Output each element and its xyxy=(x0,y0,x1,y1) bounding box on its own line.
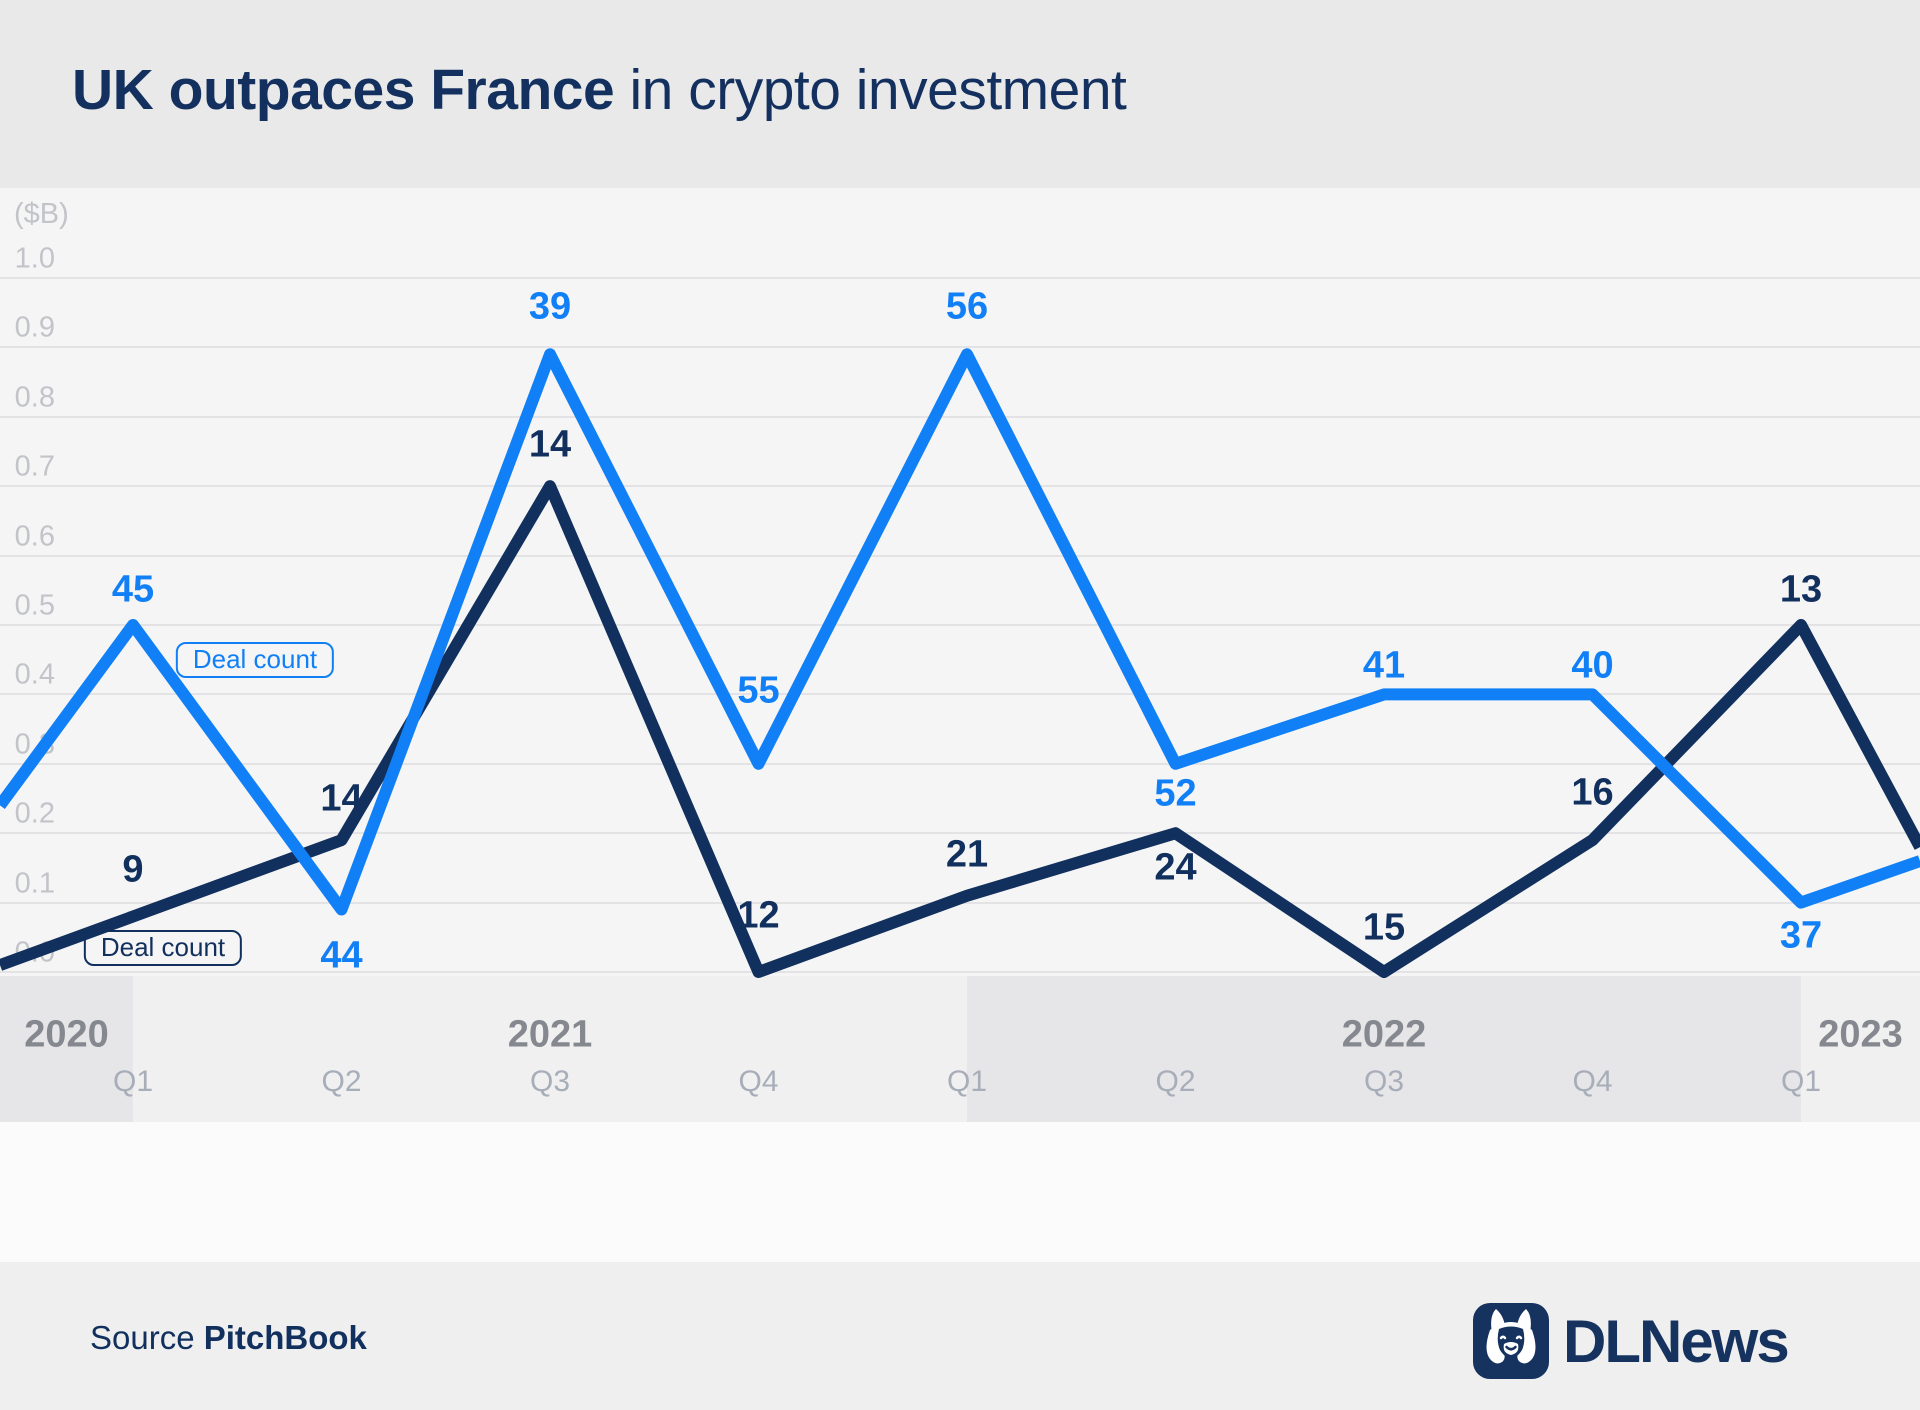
year-label-2021: 2021 xyxy=(507,1013,593,1056)
gridline-0.3 xyxy=(0,762,1920,765)
uk-deal-count-label: 40 xyxy=(1571,644,1614,687)
uk-line xyxy=(0,348,1920,916)
year-band-2021 xyxy=(133,976,967,1122)
uk-deal-count-label: 44 xyxy=(320,934,363,977)
france-deal-count-label: 15 xyxy=(1362,906,1406,949)
quarter-label-5-Q2: Q2 xyxy=(1155,1065,1196,1098)
quarter-label-2-Q3: Q3 xyxy=(529,1065,571,1098)
france-deal-count-label: 14 xyxy=(320,777,363,820)
quarter-label-6-Q3: Q3 xyxy=(1363,1065,1405,1098)
year-band-2023 xyxy=(1801,976,1920,1122)
year-band-2022 xyxy=(967,976,1801,1122)
dlnews-wordmark: DLNews xyxy=(1563,1307,1790,1376)
gridline-0.4 xyxy=(0,693,1920,696)
quarter-label-0-Q1: Q1 xyxy=(112,1065,154,1098)
legend-zone: UKFrance xyxy=(0,1122,1920,1262)
source-credit: Source PitchBook xyxy=(90,1319,367,1357)
llama-icon xyxy=(1473,1303,1549,1379)
y-axis-label-0.6: 0.6 xyxy=(14,520,55,553)
quarter-label-3-Q4: Q4 xyxy=(738,1065,779,1098)
brand-news: News xyxy=(1638,1307,1790,1375)
year-label-2023: 2023 xyxy=(1818,1013,1903,1056)
year-band-2020 xyxy=(0,976,133,1122)
france-deal-count-label: 12 xyxy=(737,894,780,937)
deal-count-badge-uk: Deal count xyxy=(175,642,335,678)
brand-dl: DL xyxy=(1563,1307,1641,1375)
page-title-emphasis: UK outpaces France xyxy=(72,58,615,122)
gridline-0.7 xyxy=(0,485,1920,488)
y-axis-unit-label: ($B) xyxy=(14,198,69,230)
uk-deal-count-label: 39 xyxy=(528,285,572,328)
gridline-0.9 xyxy=(0,346,1920,349)
y-axis-label-0.5: 0.5 xyxy=(14,589,55,622)
year-label-2020: 2020 xyxy=(24,1013,109,1056)
uk-deal-count-label: 55 xyxy=(737,669,780,712)
y-axis-label-0.4: 0.4 xyxy=(14,658,55,691)
uk-deal-count-label: 45 xyxy=(111,568,155,611)
gridline-0.0 xyxy=(0,971,1920,973)
quarter-label-1-Q2: Q2 xyxy=(321,1065,362,1098)
gridline-1.0 xyxy=(0,277,1920,279)
y-axis-label-0.7: 0.7 xyxy=(14,450,55,483)
gridline-0.6 xyxy=(0,554,1920,557)
france-deal-count-label: 21 xyxy=(945,833,989,876)
y-axis-label-0.8: 0.8 xyxy=(14,381,55,414)
france-deal-count-label: 14 xyxy=(528,423,572,466)
gridline-0.2 xyxy=(0,832,1920,835)
y-axis-label-1.0: 1.0 xyxy=(14,242,55,275)
year-label-2022: 2022 xyxy=(1341,1013,1427,1056)
source-prefix: Source xyxy=(90,1319,195,1356)
quarter-label-4-Q1: Q1 xyxy=(946,1065,988,1098)
uk-deal-count-label: 52 xyxy=(1154,772,1197,815)
page-title: UK outpaces France in crypto investment xyxy=(72,57,1127,123)
dlnews-logo: DLNews xyxy=(1473,1303,1790,1379)
france-deal-count-label: 24 xyxy=(1154,846,1197,889)
france-deal-count-label: 16 xyxy=(1571,771,1614,814)
title-block: UK outpaces France in crypto investment xyxy=(0,0,1920,188)
page-title-rest: in crypto investment xyxy=(614,58,1127,122)
gridline-0.8 xyxy=(0,415,1920,418)
france-deal-count-label: 13 xyxy=(1779,568,1823,611)
source-name: PitchBook xyxy=(203,1319,367,1356)
uk-deal-count-label: 37 xyxy=(1779,914,1823,957)
france-deal-count-label: 9 xyxy=(122,848,144,891)
quarter-label-8-Q1: Q1 xyxy=(1780,1065,1822,1098)
y-axis-label-0.1: 0.1 xyxy=(14,867,55,900)
gridline-0.5 xyxy=(0,624,1920,626)
y-axis-label-0.2: 0.2 xyxy=(14,797,55,830)
uk-deal-count-label: 56 xyxy=(945,285,989,328)
footer: Source PitchBook DLNews xyxy=(0,1262,1920,1410)
quarter-label-7-Q4: Q4 xyxy=(1572,1065,1613,1098)
uk-deal-count-label: 41 xyxy=(1362,644,1406,687)
deal-count-badge-france: Deal count xyxy=(83,930,243,966)
y-axis-label-0.9: 0.9 xyxy=(14,311,55,344)
